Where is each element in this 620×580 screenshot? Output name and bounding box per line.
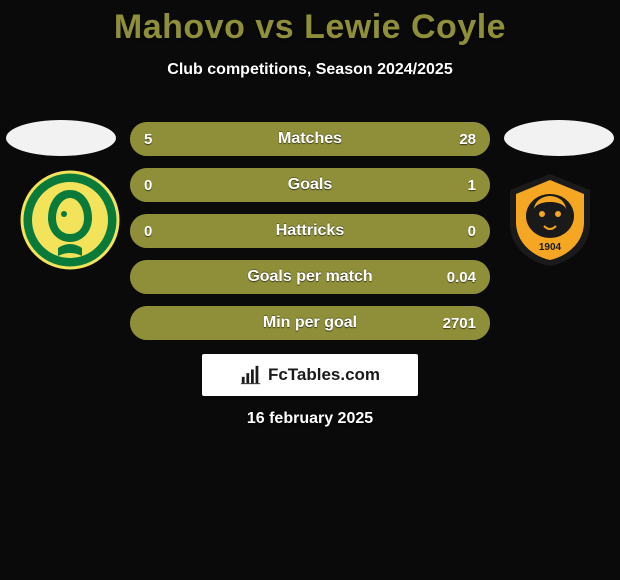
player2-name: Lewie Coyle	[304, 8, 506, 46]
player1-name: Mahovo	[114, 8, 245, 46]
brand-box: FcTables.com	[202, 354, 418, 396]
stat-label: Goals	[130, 168, 490, 202]
stat-label: Goals per match	[130, 260, 490, 294]
date-text: 16 february 2025	[0, 410, 620, 428]
stat-row: 0.04Goals per match	[130, 260, 490, 294]
player2-club-badge: 1904	[500, 170, 600, 270]
page-title: Mahovo vs Lewie Coyle	[0, 0, 620, 47]
player1-photo-placeholder	[6, 120, 116, 156]
stat-row: 00Hattricks	[130, 214, 490, 248]
stat-row: 01Goals	[130, 168, 490, 202]
stat-label: Matches	[130, 122, 490, 156]
brand-text: FcTables.com	[268, 365, 380, 385]
stat-row: 528Matches	[130, 122, 490, 156]
stat-label: Min per goal	[130, 306, 490, 340]
player1-club-badge	[20, 170, 120, 270]
subtitle: Club competitions, Season 2024/2025	[0, 61, 620, 79]
svg-text:1904: 1904	[539, 242, 562, 253]
infographic: Mahovo vs Lewie Coyle Club competitions,…	[0, 0, 620, 580]
norwich-badge-icon	[20, 170, 120, 270]
stats-rows: 528Matches 01Goals 00Hattricks 0.04Goals pe…	[130, 122, 490, 352]
stat-row: 2701Min per goal	[130, 306, 490, 340]
stat-label: Hattricks	[130, 214, 490, 248]
player2-photo-placeholder	[504, 120, 614, 156]
bar-chart-icon	[240, 364, 262, 386]
hull-badge-icon: 1904	[500, 170, 600, 270]
vs-text: vs	[255, 8, 294, 46]
